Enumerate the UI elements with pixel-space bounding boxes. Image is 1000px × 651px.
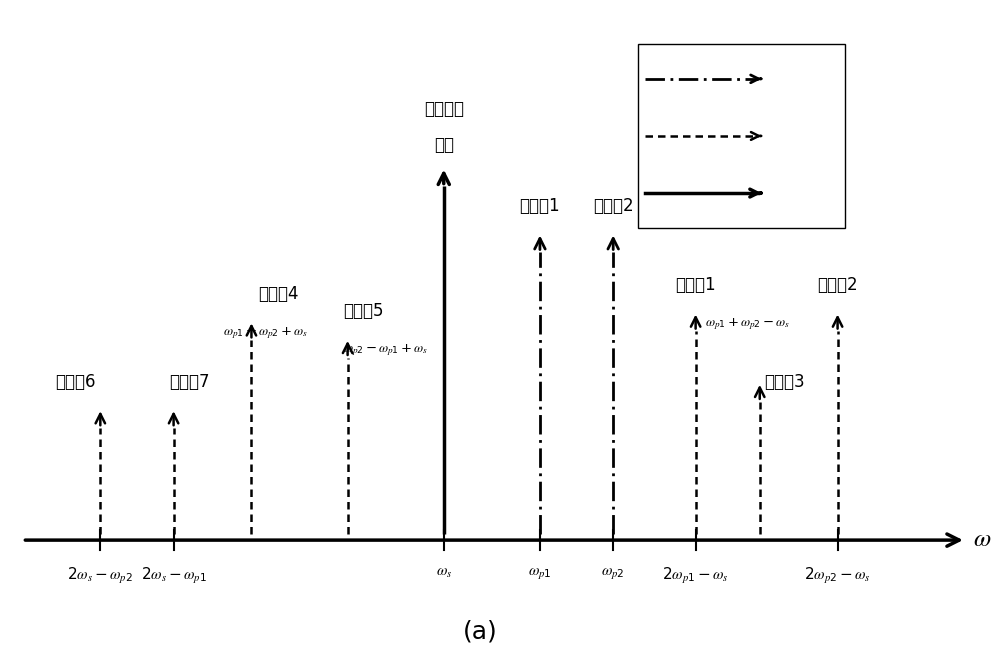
Text: 信号光: 信号光 bbox=[775, 184, 805, 202]
FancyBboxPatch shape bbox=[638, 44, 845, 229]
Text: 闲频光6: 闲频光6 bbox=[55, 373, 96, 391]
Text: $2\omega_{p1}-\omega_s$: $2\omega_{p1}-\omega_s$ bbox=[662, 566, 729, 587]
Text: $\omega_{p1}+\omega_{p2}-\omega_s$: $\omega_{p1}+\omega_{p2}-\omega_s$ bbox=[705, 316, 790, 332]
Text: $\omega_{p1}-\omega_{p2}+\omega_s$: $\omega_{p1}-\omega_{p2}+\omega_s$ bbox=[223, 325, 308, 340]
Text: $\omega_s$: $\omega_s$ bbox=[436, 566, 452, 580]
Text: 闲频光5: 闲频光5 bbox=[343, 303, 384, 320]
Text: $2\omega_s-\omega_{p2}$: $2\omega_s-\omega_{p2}$ bbox=[67, 566, 133, 587]
Text: 泵浦光1: 泵浦光1 bbox=[520, 197, 560, 215]
Text: $\omega_{p2}$: $\omega_{p2}$ bbox=[601, 566, 625, 581]
Text: $2\omega_{p2}-\omega_s$: $2\omega_{p2}-\omega_s$ bbox=[804, 566, 871, 587]
Text: 闲频光1: 闲频光1 bbox=[675, 276, 716, 294]
Text: 泵浦光: 泵浦光 bbox=[775, 70, 805, 88]
Text: 闲频光4: 闲频光4 bbox=[259, 285, 299, 303]
Text: 闲频光: 闲频光 bbox=[775, 127, 805, 145]
Text: 闲频光7: 闲频光7 bbox=[169, 373, 210, 391]
Text: (a): (a) bbox=[463, 619, 498, 643]
Text: $\omega_{p1}$: $\omega_{p1}$ bbox=[528, 566, 552, 581]
Text: 偏振复用: 偏振复用 bbox=[424, 100, 464, 118]
Text: $\omega_{p2}-\omega_{p1}+\omega_s$: $\omega_{p2}-\omega_{p1}+\omega_s$ bbox=[343, 342, 428, 358]
Text: 闲频光2: 闲频光2 bbox=[817, 276, 858, 294]
Text: $\omega$: $\omega$ bbox=[973, 529, 991, 551]
Text: $2\omega_s-\omega_{p1}$: $2\omega_s-\omega_{p1}$ bbox=[141, 566, 206, 587]
Text: 闲频光3: 闲频光3 bbox=[764, 373, 805, 391]
Text: 信号: 信号 bbox=[434, 135, 454, 154]
Text: 泵浦光2: 泵浦光2 bbox=[593, 197, 634, 215]
